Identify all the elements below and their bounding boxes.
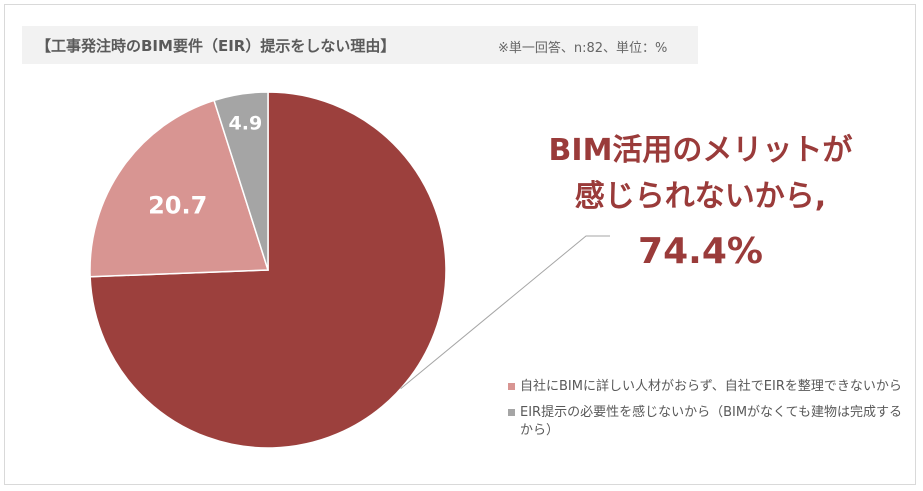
callout-line-2: 感じられないから, <box>574 179 827 214</box>
legend-swatch-necessity <box>508 409 515 416</box>
main-slice-callout: BIM活用のメリットが 感じられないから, 74.4% <box>548 128 853 280</box>
chart-legend: 自社にBIMに詳しい人材がおらず、自社でEIRを整理できないから EIR提示の必… <box>508 378 908 448</box>
callout-line-1: BIM活用のメリットが <box>548 133 853 168</box>
legend-item-necessity: EIR提示の必要性を感じないから（BIMがなくても建物は完成するから） <box>508 404 908 440</box>
callout-leader-line <box>400 235 610 390</box>
callout-value: 74.4% <box>638 231 763 272</box>
legend-item-staff: 自社にBIMに詳しい人材がおらず、自社でEIRを整理できないから <box>508 378 908 396</box>
data-label-slice-staff: 20.7 <box>148 192 207 220</box>
chart-subtitle: ※単一回答、n:82、単位：% <box>498 41 668 56</box>
chart-title: 【工事発注時のBIM要件（EIR）提示をしない理由】 <box>36 37 396 55</box>
legend-label-necessity: EIR提示の必要性を感じないから（BIMがなくても建物は完成するから） <box>520 405 903 438</box>
title-bar <box>22 26 698 64</box>
slice-necessity <box>213 91 269 271</box>
data-label-slice-necessity: 4.9 <box>229 113 263 135</box>
slice-staff <box>89 99 270 278</box>
legend-label-staff: 自社にBIMに詳しい人材がおらず、自社でEIRを整理できないから <box>520 379 902 394</box>
legend-swatch-staff <box>508 383 515 390</box>
